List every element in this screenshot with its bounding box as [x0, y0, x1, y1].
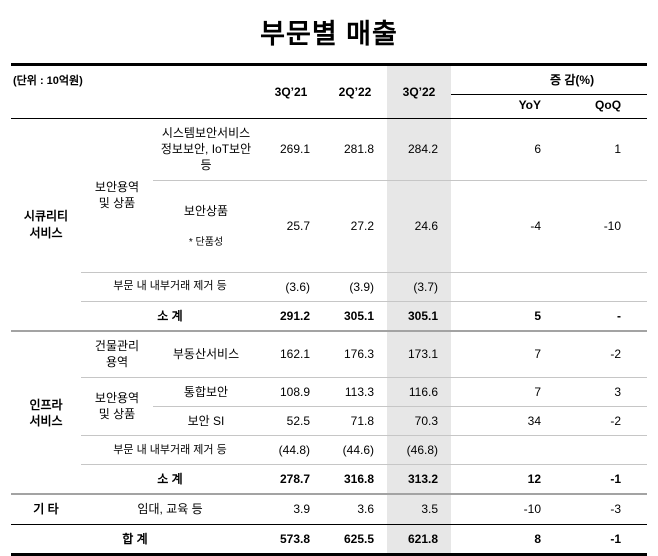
col-header-3q21: 3Q’21	[259, 64, 324, 119]
value-sys-3q21: 269.1	[259, 118, 324, 181]
row-security-products: 보안상품 * 단품성 25.7 27.2 24.6 -4 -10	[11, 179, 648, 273]
value-elim1-3q22: (3.7)	[387, 271, 452, 302]
value-si-3q21: 52.5	[259, 405, 324, 436]
item-label-security-si: 보안 SI	[153, 405, 260, 436]
value-etc-3q22: 3.5	[387, 493, 452, 524]
value-sub2-3q21: 278.7	[259, 464, 324, 495]
value-sub1-3q21: 291.2	[259, 301, 324, 332]
value-int-yoy: 7	[451, 376, 552, 407]
group-label-infra: 인프라 서비스	[11, 330, 81, 495]
value-prod-qoq: -10	[551, 179, 648, 273]
subgroup-label-security-goods: 보안용역 및 상품	[81, 118, 153, 273]
value-etc-qoq: -3	[551, 493, 648, 524]
value-elim2-3q22: (46.8)	[387, 434, 452, 465]
value-total-qoq: -1	[551, 523, 648, 555]
value-etc-3q21: 3.9	[259, 493, 324, 524]
value-elim2-2q22: (44.6)	[323, 434, 388, 465]
value-sub2-2q22: 316.8	[323, 464, 388, 495]
col-header-change: 증 감(%)	[451, 64, 648, 95]
col-header-3q22: 3Q’22	[387, 64, 452, 119]
row-subtotal-infra: 소 계 278.7 316.8 313.2 12 -1	[11, 464, 648, 495]
row-system-security-service: 시큐리티 서비스 보안용역 및 상품 시스템보안서비스 정보보안, IoT보안 …	[11, 118, 648, 332]
col-header-2q22: 2Q’22	[323, 64, 388, 119]
value-prod-2q22: 27.2	[323, 179, 388, 273]
item-label-real-estate: 부동산서비스	[153, 330, 260, 378]
value-sys-qoq: 1	[551, 118, 648, 181]
label-total: 합 계	[11, 523, 260, 555]
sales-by-segment-table: (단위 : 10억원) 3Q’21 2Q’22 3Q’22 증 감(%) YoY…	[11, 63, 648, 556]
value-sys-3q22: 284.2	[387, 118, 452, 181]
value-si-qoq: -2	[551, 405, 648, 436]
item-label-system-security: 시스템보안서비스 정보보안, IoT보안 등	[153, 118, 260, 181]
header-row-2: YoY QoQ	[11, 94, 648, 119]
label-subtotal-infra: 소 계	[81, 464, 260, 495]
value-elim2-yoy	[451, 434, 552, 465]
value-int-2q22: 113.3	[323, 376, 388, 407]
value-sub1-2q22: 305.1	[323, 301, 388, 332]
value-prod-3q21: 25.7	[259, 179, 324, 273]
group-label-security: 시큐리티 서비스	[11, 118, 81, 332]
subgroup-label-building-mgmt: 건물관리 용역	[81, 330, 153, 378]
value-si-yoy: 34	[451, 405, 552, 436]
value-sub2-3q22: 313.2	[387, 464, 452, 495]
value-sub1-qoq: -	[551, 301, 648, 332]
value-total-yoy: 8	[451, 523, 552, 555]
value-elim2-qoq	[551, 434, 648, 465]
subgroup-label-infra-security-goods: 보안용역 및 상품	[81, 376, 153, 436]
value-sys-2q22: 281.8	[323, 118, 388, 181]
value-etc-2q22: 3.6	[323, 493, 388, 524]
value-sub2-qoq: -1	[551, 464, 648, 495]
item-label-etc: 임대, 교육 등	[81, 493, 260, 524]
item-text: 보안상품	[183, 203, 229, 218]
value-re-3q21: 162.1	[259, 330, 324, 378]
header-row-1: (단위 : 10억원) 3Q’21 2Q’22 3Q’22 증 감(%)	[11, 64, 648, 119]
value-sub1-3q22: 305.1	[387, 301, 452, 332]
value-re-qoq: -2	[551, 330, 648, 378]
row-infra-internal-elimination: 부문 내 내부거래 제거 등 (44.8) (44.6) (46.8)	[11, 434, 648, 465]
item-note-unit-sales: * 단품성	[188, 237, 224, 249]
value-elim2-3q21: (44.8)	[259, 434, 324, 465]
value-prod-yoy: -4	[451, 179, 552, 273]
value-total-3q22: 621.8	[387, 523, 452, 555]
item-label-elimination-security: 부문 내 내부거래 제거 등	[81, 271, 260, 302]
col-header-qoq: QoQ	[551, 94, 648, 119]
row-security-internal-elimination: 부문 내 내부거래 제거 등 (3.6) (3.9) (3.7)	[11, 271, 648, 302]
value-prod-3q22: 24.6	[387, 179, 452, 273]
value-elim1-3q21: (3.6)	[259, 271, 324, 302]
row-etc: 기 타 임대, 교육 등 3.9 3.6 3.5 -10 -3	[11, 493, 648, 524]
unit-label: (단위 : 10억원)	[11, 64, 260, 119]
label-subtotal-security: 소 계	[81, 301, 260, 332]
item-label-elimination-infra: 부문 내 내부거래 제거 등	[81, 434, 260, 465]
value-int-3q22: 116.6	[387, 376, 452, 407]
row-security-si: 보안 SI 52.5 71.8 70.3 34 -2	[11, 405, 648, 436]
value-int-qoq: 3	[551, 376, 648, 407]
value-sys-yoy: 6	[451, 118, 552, 181]
value-total-3q21: 573.8	[259, 523, 324, 555]
item-label-security-products: 보안상품 * 단품성	[153, 179, 260, 273]
col-header-yoy: YoY	[451, 94, 552, 119]
row-total: 합 계 573.8 625.5 621.8 8 -1	[11, 523, 648, 555]
value-elim1-yoy	[451, 271, 552, 302]
value-sub2-yoy: 12	[451, 464, 552, 495]
row-real-estate-service: 인프라 서비스 건물관리 용역 부동산서비스 162.1 176.3 173.1…	[11, 330, 648, 495]
value-int-3q21: 108.9	[259, 376, 324, 407]
group-label-etc: 기 타	[11, 493, 81, 524]
value-re-2q22: 176.3	[323, 330, 388, 378]
value-re-yoy: 7	[451, 330, 552, 378]
value-etc-yoy: -10	[451, 493, 552, 524]
value-re-3q22: 173.1	[387, 330, 452, 378]
value-total-2q22: 625.5	[323, 523, 388, 555]
value-si-3q22: 70.3	[387, 405, 452, 436]
item-label-integrated-security: 통합보안	[153, 376, 260, 407]
value-si-2q22: 71.8	[323, 405, 388, 436]
value-sub1-yoy: 5	[451, 301, 552, 332]
page-title: 부문별 매출	[260, 19, 398, 49]
value-elim1-2q22: (3.9)	[323, 271, 388, 302]
value-elim1-qoq	[551, 271, 648, 302]
row-subtotal-security: 소 계 291.2 305.1 305.1 5 -	[11, 301, 648, 332]
row-integrated-security: 보안용역 및 상품 통합보안 108.9 113.3 116.6 7 3	[11, 376, 648, 436]
